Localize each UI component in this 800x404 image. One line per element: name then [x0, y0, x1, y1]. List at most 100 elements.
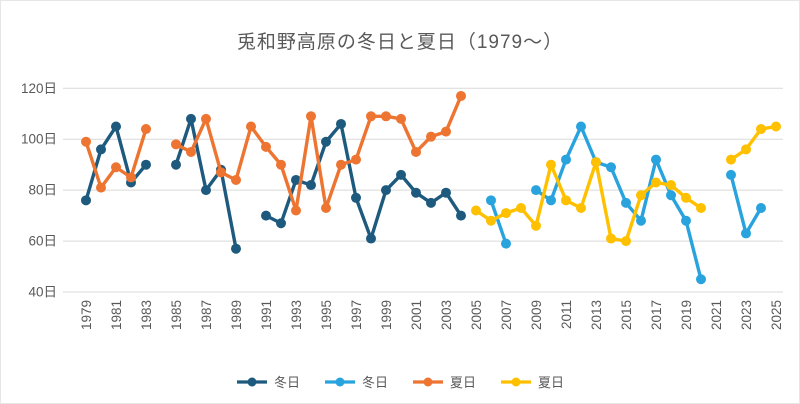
y-tick-label: 60日 [28, 234, 57, 249]
x-tick-label: 2025 [769, 300, 784, 330]
data-point [96, 182, 106, 193]
legend-label: 冬日 [273, 375, 300, 390]
data-point [306, 180, 316, 191]
data-point [441, 187, 451, 198]
data-point [621, 197, 631, 208]
series-冬日-1 [486, 121, 766, 285]
data-point [366, 233, 376, 244]
data-point [231, 174, 241, 185]
x-tick-label: 2013 [589, 300, 604, 330]
legend-marker [324, 377, 355, 386]
data-point [246, 121, 256, 132]
data-point [126, 172, 136, 183]
data-point [96, 144, 106, 155]
data-point [321, 136, 331, 147]
x-tick-label: 1993 [289, 300, 304, 330]
y-tick-label: 40日 [28, 285, 57, 300]
data-point [771, 121, 781, 132]
data-point [621, 236, 631, 247]
data-point [216, 167, 226, 178]
data-point [291, 174, 301, 185]
legend-marker [501, 377, 532, 386]
data-point [561, 195, 571, 206]
legend-item-冬日-0: 冬日 [236, 372, 300, 391]
legend-item-冬日-1: 冬日 [324, 372, 388, 391]
data-point [726, 169, 736, 180]
data-point [81, 195, 91, 206]
x-axis-labels: 1979 1981 1983 1985 1987 1989 1991 1993 1995 1997… [79, 300, 784, 330]
x-tick-label: 2009 [529, 300, 544, 330]
data-point [81, 136, 91, 147]
x-tick-label: 2017 [649, 300, 664, 330]
data-point [306, 111, 316, 122]
data-point [576, 202, 586, 213]
legend-item-夏日-3: 夏日 [500, 372, 564, 391]
data-point [366, 111, 376, 122]
data-point [141, 124, 151, 135]
data-point [201, 185, 211, 196]
legend-marker [236, 377, 267, 386]
data-point [426, 131, 436, 142]
data-point [666, 190, 676, 201]
data-point [741, 144, 751, 155]
data-point [546, 195, 556, 206]
legend-label: 冬日 [361, 375, 388, 390]
data-point [111, 121, 121, 132]
data-point [666, 180, 676, 191]
data-point [756, 202, 766, 213]
data-point [516, 202, 526, 213]
data-point [456, 210, 466, 221]
data-point [171, 139, 181, 150]
chart-title: 兎和野高原の冬日と夏日（1979～） [236, 32, 564, 53]
data-point [501, 238, 511, 249]
x-tick-label: 1989 [229, 300, 244, 330]
data-point [486, 215, 496, 226]
gridlines [63, 87, 783, 293]
x-tick-label: 1995 [319, 300, 334, 330]
data-point [531, 185, 541, 196]
y-tick-label: 120日 [21, 81, 57, 96]
data-point [336, 118, 346, 129]
legend-label: 夏日 [450, 375, 477, 390]
legend-item-夏日-2: 夏日 [412, 372, 476, 391]
x-tick-label: 2003 [439, 300, 454, 330]
data-point [531, 220, 541, 231]
chart-legend: 冬日 冬日 夏日 夏日 [1, 372, 799, 391]
x-tick-label: 2001 [409, 300, 424, 330]
data-point [336, 159, 346, 170]
data-point [441, 126, 451, 137]
series-冬日-0 [81, 113, 466, 254]
data-point [651, 177, 661, 188]
data-point [726, 154, 736, 165]
x-tick-label: 2011 [559, 300, 574, 329]
x-tick-label: 2021 [709, 300, 724, 330]
data-point [696, 202, 706, 213]
data-point [141, 159, 151, 170]
x-tick-label: 2005 [469, 300, 484, 330]
data-point [396, 113, 406, 124]
data-point [486, 195, 496, 206]
data-point [606, 162, 616, 173]
y-axis-labels: 40日 60日 80日 100日 120日 [21, 81, 57, 300]
data-point [501, 208, 511, 219]
x-tick-label: 1981 [109, 300, 124, 330]
data-point [681, 192, 691, 203]
data-point [351, 192, 361, 203]
x-tick-label: 1979 [79, 300, 94, 330]
series-夏日-2 [81, 90, 466, 216]
x-tick-label: 1997 [349, 300, 364, 330]
data-point [111, 162, 121, 173]
data-point [741, 228, 751, 239]
data-point [186, 113, 196, 124]
data-point [546, 159, 556, 170]
data-point [171, 159, 181, 170]
y-tick-label: 100日 [21, 132, 57, 147]
x-tick-label: 1991 [259, 300, 274, 330]
data-point [636, 215, 646, 226]
data-point [381, 111, 391, 122]
x-tick-label: 1987 [199, 300, 214, 330]
data-point [636, 190, 646, 201]
data-point [186, 146, 196, 157]
data-point [681, 215, 691, 226]
